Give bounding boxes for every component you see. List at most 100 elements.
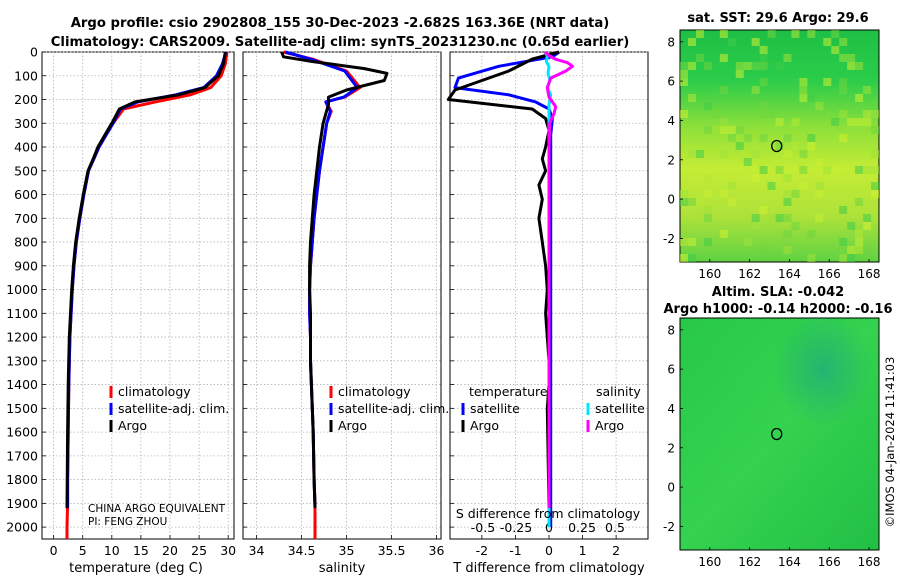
legend-label-climatology: climatology [118,384,191,399]
sst-cell [863,214,872,222]
x-tick-label: 2 [612,543,620,558]
x-tick-label: -1 [509,543,521,558]
sst-cell [775,214,784,222]
sst-cell [695,150,704,158]
sst-cell [759,166,768,174]
top-tick-label: 0.5 [605,520,625,535]
salinity-legend: climatology satellite-adj. clim. Argo [329,384,449,433]
sst-cell [703,102,712,110]
sst-cell [687,254,696,262]
temperature-panel: 0100200300400500600700800900100011001200… [6,45,236,577]
sst-cell [871,110,880,118]
sst-cell [719,230,728,238]
sst-cell [727,38,736,46]
sst-cell [807,230,816,238]
x-tick-label: 0 [545,543,553,558]
sst-cell [695,30,704,38]
sst-cell [799,182,808,190]
sst-cell [847,54,856,62]
series-line-t-satellite [453,50,560,528]
legend-label-argo: Argo [118,418,147,433]
y-tick-label: 1200 [6,330,38,345]
sst-cell [799,94,808,102]
sst-map: sat. SST: 29.6 Argo: 29.6 160 162 164 166 16… [663,11,880,281]
sst-cell [735,70,744,78]
sst-cell [751,222,760,230]
sst-cell [687,62,696,70]
sst-cell [767,110,776,118]
sst-cell [759,134,768,142]
sst-cell [719,54,728,62]
sst-cell [783,174,792,182]
sst-cell [839,134,848,142]
credit-org: CHINA ARGO EQUIVALENT [88,503,226,515]
y-tick-label: 300 [14,116,38,131]
sst-cell [863,166,872,174]
salinity-xlabel: salinity [319,561,366,576]
y-tick-label: 1800 [6,472,38,487]
sst-cell [791,222,800,230]
sst-cell [703,62,712,70]
sst-cell [807,134,816,142]
y-tick-label: 500 [14,163,38,178]
y-tick-label: 2 [667,441,675,455]
sst-cell [719,118,728,126]
y-tick-label: 200 [14,92,38,107]
x-tick-label: 35.5 [378,543,406,558]
sst-cell [847,118,856,126]
sst-cell [751,150,760,158]
sst-cell [783,54,792,62]
sst-cell [839,206,848,214]
sst-cell [767,214,776,222]
figure-title-line1: Argo profile: csio 2902808_155 30-Dec-20… [71,16,610,31]
y-tick-label: 1000 [6,282,38,297]
series-line-s-argo [543,50,574,509]
sst-cell [823,38,832,46]
sst-cell [719,190,728,198]
sst-cell [863,246,872,254]
sst-cell [855,198,864,206]
x-tick-label: 25 [191,543,207,558]
x-tick-label: 15 [133,543,149,558]
sst-cell [735,62,744,70]
x-tick-label: 34 [249,543,265,558]
sst-cell [847,222,856,230]
y-tick-label: 1700 [6,448,38,463]
argo-float-marker [771,139,783,153]
x-tick-label: 164 [778,555,801,569]
sst-cell [743,238,752,246]
legend-label-satellite: satellite-adj. clim. [338,401,449,416]
sst-cell [871,166,880,174]
sst-cell [719,86,728,94]
legend-label-s-satellite: satellite [595,401,645,416]
sst-cell [839,86,848,94]
x-tick-label: 36 [429,543,445,558]
sst-cell [759,206,768,214]
sst-cell [839,110,848,118]
sst-cell [839,54,848,62]
sst-cell [680,62,688,70]
x-tick-label: 168 [858,555,881,569]
x-tick-label: 160 [698,267,721,281]
x-tick-label: 5 [79,543,87,558]
sst-cell [871,150,880,158]
y-tick-label: 6 [667,363,675,377]
y-tick-label: 6 [667,75,675,89]
sst-cell [863,86,872,94]
y-tick-label: 400 [14,140,38,155]
sst-cell [783,190,792,198]
x-tick-label: 168 [858,267,881,281]
sst-cell [767,30,776,38]
y-tick-label: 1600 [6,425,38,440]
sst-map-title: sat. SST: 29.6 Argo: 29.6 [687,11,868,26]
sst-cell [680,190,688,198]
y-tick-label: 1300 [6,353,38,368]
sst-cell [703,126,712,134]
legend-title-temperature: temperature [469,384,548,399]
sst-cell [831,166,840,174]
y-tick-label: 8 [667,35,675,49]
x-tick-label: 162 [738,267,761,281]
sst-cell [687,238,696,246]
sla-high-anomaly [680,318,879,550]
